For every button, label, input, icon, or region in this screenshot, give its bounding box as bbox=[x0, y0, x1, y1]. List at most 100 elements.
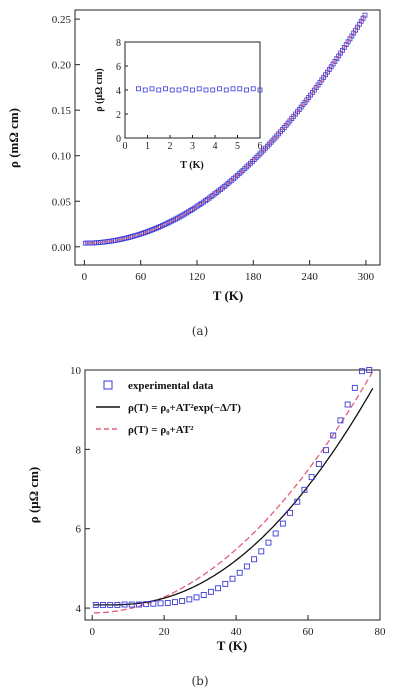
panel-b-data-point bbox=[179, 598, 186, 604]
panel-b-data-point bbox=[100, 601, 106, 608]
panel-b-data-point bbox=[92, 601, 99, 608]
inset-x-tick-label: 1 bbox=[145, 141, 150, 152]
panel-a-x-axis-label: T (K) bbox=[213, 288, 243, 303]
inset-x-tick-label: 3 bbox=[190, 141, 195, 152]
panel-a-x-tick-label: 0 bbox=[82, 271, 88, 283]
inset-data-point bbox=[223, 87, 229, 93]
panel-b-data-point bbox=[157, 600, 164, 607]
panel-a-y-axis-label: ρ (mΩ cm) bbox=[6, 108, 21, 168]
inset-data-point bbox=[176, 87, 182, 93]
panel-a-data-point bbox=[362, 12, 368, 18]
inset-data-point bbox=[250, 86, 256, 92]
panel-a-x-tick-label: 60 bbox=[135, 271, 147, 283]
panel-b-data-point bbox=[150, 600, 157, 607]
panel-a-y-tick-label: 0.05 bbox=[52, 196, 72, 208]
inset-y-tick-label: 4 bbox=[116, 86, 121, 97]
panel-b-data-point bbox=[366, 367, 373, 373]
inset-data-point bbox=[237, 86, 243, 92]
panel-b-data-point bbox=[143, 601, 150, 608]
panel-b-caption: (b) bbox=[191, 674, 208, 688]
panel-a-frame bbox=[74, 9, 381, 266]
panel-a-y-tick-label: 0.15 bbox=[52, 105, 72, 117]
inset-data-point bbox=[156, 87, 162, 93]
panel-b-data-point bbox=[279, 520, 286, 527]
panel-b-data-point bbox=[186, 596, 193, 603]
inset-data-point bbox=[183, 86, 189, 92]
panel-b-data-point bbox=[265, 539, 272, 546]
panel-a-x-tick-label: 240 bbox=[301, 271, 318, 283]
panel-b-x-tick-label: 60 bbox=[303, 626, 315, 638]
inset-data-point bbox=[203, 87, 209, 93]
inset-data-point bbox=[257, 87, 263, 93]
inset-data-point bbox=[136, 86, 141, 92]
inset-data-point bbox=[210, 87, 216, 93]
panel-b-data-point bbox=[229, 575, 236, 582]
inset-data-point bbox=[244, 87, 249, 93]
panel-b-data-point bbox=[171, 599, 178, 606]
panel-b-data-point bbox=[222, 580, 229, 587]
panel-b-frame bbox=[84, 369, 381, 621]
panel-b-data-point bbox=[114, 601, 121, 608]
panel-b-x-tick-label: 20 bbox=[159, 626, 171, 638]
inset-y-tick-label: 8 bbox=[116, 38, 121, 49]
panel-b-data-point bbox=[236, 569, 243, 576]
panel-a-y-tick-label: 0.25 bbox=[52, 14, 72, 26]
panel-b-x-axis-label: T (K) bbox=[217, 638, 247, 653]
panel-b-data-point bbox=[351, 384, 358, 391]
inset-x-tick-label: 2 bbox=[168, 141, 173, 152]
panel-b-data-point bbox=[207, 588, 214, 595]
inset-frame bbox=[124, 41, 261, 139]
inset-data-point bbox=[217, 86, 222, 92]
inset-y-axis-label: ρ (μΩ cm) bbox=[94, 68, 105, 111]
panel-b-fit-t2-line bbox=[94, 371, 374, 614]
panel-b-data-point bbox=[107, 601, 114, 608]
legend-label: ρ(T) = ρ₀+AT²exp(−Δ/T) bbox=[128, 402, 241, 414]
panel-b-y-tick-label: 4 bbox=[76, 603, 82, 615]
panel-b-data-point bbox=[294, 498, 301, 505]
inset-y-tick-label: 2 bbox=[116, 110, 121, 121]
panel-b-data-point bbox=[164, 599, 171, 606]
inset-x-tick-label: 5 bbox=[235, 141, 240, 152]
panel-b-legend: experimental data ρ(T) = ρ₀+AT²exp(−Δ/T) ρ… bbox=[96, 380, 241, 436]
panel-b-data-point bbox=[200, 592, 207, 598]
legend-symbol-experimental bbox=[103, 380, 113, 390]
inset-y-tick-label: 0 bbox=[116, 134, 121, 145]
panel-b-data-point bbox=[258, 548, 265, 555]
panel-a: 0 60 120 180 240 300 0.000.050.100.150.200.25… bbox=[6, 9, 381, 303]
inset-data-point bbox=[190, 87, 195, 93]
legend-label: experimental data bbox=[128, 380, 214, 392]
panel-a-y-tick-label: 0.00 bbox=[52, 242, 72, 254]
panel-a-y-tick-label: 0.20 bbox=[52, 60, 72, 72]
inset-y-tick-label: 6 bbox=[116, 62, 121, 73]
panel-a-inset: 0 1 2 3 4 5 6 0 2 4 6 8 T (K) ρ (μΩ cm) bbox=[94, 38, 263, 171]
inset-x-tick-label: 4 bbox=[213, 141, 218, 152]
panel-a-caption: (a) bbox=[192, 324, 209, 338]
panel-b-fit-exp-line bbox=[94, 387, 374, 606]
inset-x-tick-label: 6 bbox=[258, 141, 263, 152]
inset-data-point bbox=[163, 86, 168, 92]
panel-a-x-tick-label: 300 bbox=[358, 271, 375, 283]
panel-b-x-tick-label: 80 bbox=[375, 626, 387, 638]
panel-b-x-tick-label: 40 bbox=[231, 626, 243, 638]
inset-data-point bbox=[149, 86, 155, 92]
panel-b-data-point bbox=[330, 432, 337, 439]
panel-b: 0 20 40 60 80 4 6 8 10 experimental data ρ(T) = … bbox=[26, 365, 386, 653]
panel-a-y-tick-label: 0.10 bbox=[52, 151, 72, 163]
panel-b-y-tick-label: 10 bbox=[70, 365, 82, 377]
panel-a-x-tick-label: 180 bbox=[245, 271, 262, 283]
panel-b-data-point bbox=[193, 594, 200, 601]
panel-b-data-point bbox=[215, 585, 222, 592]
panel-b-data-point bbox=[337, 417, 344, 424]
panel-b-y-tick-label: 8 bbox=[76, 444, 82, 456]
inset-x-axis-label: T (K) bbox=[180, 160, 203, 171]
panel-b-data-point bbox=[287, 509, 294, 516]
panel-b-data-point bbox=[128, 601, 135, 608]
panel-b-data-point bbox=[121, 601, 128, 608]
panel-b-data-point bbox=[323, 447, 329, 454]
panel-b-data-point bbox=[315, 461, 322, 467]
legend-label: ρ(T) = ρ₀+AT² bbox=[128, 424, 194, 436]
panel-b-data-point bbox=[301, 486, 308, 493]
panel-b-data-point bbox=[344, 401, 351, 408]
inset-x-tick-label: 0 bbox=[123, 141, 128, 152]
